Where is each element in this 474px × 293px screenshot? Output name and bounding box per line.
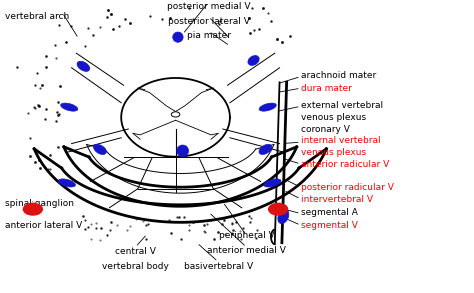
- Ellipse shape: [61, 103, 78, 111]
- Ellipse shape: [77, 61, 90, 71]
- Text: segmental A: segmental A: [301, 208, 358, 217]
- Text: peripheral V: peripheral V: [219, 231, 274, 240]
- Text: arachnoid mater: arachnoid mater: [301, 71, 376, 80]
- Ellipse shape: [259, 144, 272, 154]
- Text: posterior medial V: posterior medial V: [167, 2, 250, 11]
- Ellipse shape: [278, 209, 289, 224]
- Ellipse shape: [177, 145, 189, 157]
- Text: venous plexus: venous plexus: [301, 148, 366, 157]
- Circle shape: [269, 203, 288, 215]
- Text: anterior medial V: anterior medial V: [207, 246, 286, 255]
- Ellipse shape: [259, 103, 276, 111]
- Ellipse shape: [171, 112, 180, 117]
- Ellipse shape: [173, 32, 183, 42]
- Text: spinal ganglion: spinal ganglion: [5, 199, 74, 208]
- Text: basivertebral V: basivertebral V: [183, 262, 253, 271]
- Ellipse shape: [248, 56, 259, 65]
- Text: coronary V: coronary V: [301, 125, 350, 134]
- Text: central V: central V: [115, 247, 156, 256]
- Text: intervertebral V: intervertebral V: [301, 195, 373, 204]
- Ellipse shape: [93, 144, 106, 154]
- Text: posterior radicular V: posterior radicular V: [301, 183, 394, 192]
- Circle shape: [23, 203, 42, 215]
- Text: anterior radicular V: anterior radicular V: [301, 160, 389, 169]
- Text: internal vertebral: internal vertebral: [301, 136, 381, 145]
- Text: external vertebral: external vertebral: [301, 101, 383, 110]
- Text: anterior lateral V: anterior lateral V: [5, 221, 82, 230]
- Text: dura mater: dura mater: [301, 84, 352, 93]
- Text: pia mater: pia mater: [187, 31, 231, 40]
- Ellipse shape: [58, 179, 75, 187]
- Ellipse shape: [264, 179, 281, 187]
- Text: vertebral body: vertebral body: [102, 262, 169, 271]
- Text: segmental V: segmental V: [301, 221, 358, 230]
- Text: venous plexus: venous plexus: [301, 113, 366, 122]
- Text: vertebral arch: vertebral arch: [5, 12, 70, 21]
- Text: posterior lateral V: posterior lateral V: [168, 17, 250, 26]
